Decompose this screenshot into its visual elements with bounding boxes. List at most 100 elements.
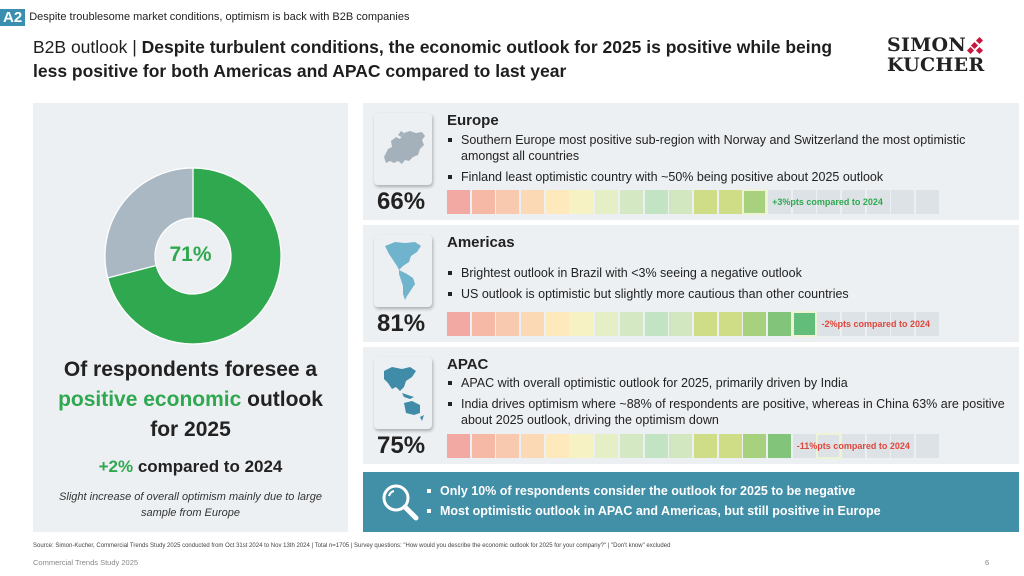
delta-value: +2% bbox=[98, 457, 134, 476]
region-card-europe: Europe Southern Europe most positive sub… bbox=[363, 103, 1019, 220]
filled-segment bbox=[669, 434, 693, 458]
empty-segment bbox=[866, 434, 890, 458]
empty-segment bbox=[842, 434, 865, 458]
filled-segment bbox=[718, 434, 742, 458]
logo-line-2: KUCHER bbox=[887, 54, 985, 76]
filled-segment bbox=[471, 434, 495, 458]
filled-segment bbox=[619, 434, 643, 458]
bullet-item: Southern Europe most positive sub-region… bbox=[447, 132, 1007, 164]
filled-segment bbox=[619, 312, 643, 336]
region-percent: 75% bbox=[377, 432, 426, 459]
region-bullets: APAC with overall optimistic outlook for… bbox=[447, 375, 1007, 433]
empty-segment bbox=[891, 312, 915, 336]
bullet-item: Brightest outlook in Brazil with <3% see… bbox=[447, 265, 1007, 281]
filled-segment bbox=[545, 190, 569, 214]
filled-segment bbox=[644, 312, 668, 336]
bullet-item: Finland least optimistic country with ~5… bbox=[447, 169, 1007, 185]
page-number: 6 bbox=[985, 558, 990, 567]
outlook-segment-bar bbox=[447, 311, 941, 337]
empty-segment bbox=[891, 190, 915, 214]
filled-segment bbox=[693, 312, 717, 336]
filled-segment bbox=[693, 190, 717, 214]
overview-panel: 71% Of respondents foresee a positive ec… bbox=[33, 103, 348, 532]
region-name: APAC bbox=[447, 356, 489, 373]
region-card-apac: APAC APAC with overall optimistic outloo… bbox=[363, 347, 1019, 464]
filled-segment bbox=[767, 312, 791, 336]
headline-line-1: Of respondents foresee a bbox=[63, 358, 318, 381]
filled-segment bbox=[595, 190, 619, 214]
empty-segment bbox=[817, 312, 841, 336]
empty-segment bbox=[866, 312, 890, 336]
key-insight-box: Only 10% of respondents consider the out… bbox=[363, 472, 1019, 532]
filled-segment bbox=[718, 312, 742, 336]
filled-segment bbox=[447, 312, 470, 336]
empty-segment bbox=[916, 312, 940, 336]
empty-segment bbox=[767, 190, 791, 214]
change-vs-2024: -11%pts compared to 2024 bbox=[796, 441, 910, 451]
filled-segment bbox=[742, 189, 768, 215]
headline-line-2: positive economic outlook bbox=[33, 385, 348, 415]
region-name: Europe bbox=[447, 112, 499, 129]
overview-note: Slight increase of overall optimism main… bbox=[59, 491, 322, 519]
logo-line-1: SIMON bbox=[887, 34, 967, 56]
bullet-item: US outlook is optimistic but slightly mo… bbox=[447, 286, 1007, 302]
filled-segment bbox=[743, 312, 767, 336]
filled-segment bbox=[595, 312, 619, 336]
overview-headline: Of respondents foresee a positive econom… bbox=[33, 355, 348, 445]
europe-map-icon bbox=[374, 113, 432, 185]
filled-segment bbox=[791, 311, 817, 337]
filled-segment bbox=[496, 312, 520, 336]
region-percent: 66% bbox=[377, 188, 426, 215]
filled-segment bbox=[644, 190, 668, 214]
insight-item: Only 10% of respondents consider the out… bbox=[426, 483, 881, 499]
overview-delta: +2% compared to 2024 bbox=[33, 457, 348, 477]
page-title: B2B outlook | Despite turbulent conditio… bbox=[33, 35, 853, 83]
filled-segment bbox=[521, 434, 545, 458]
empty-segment bbox=[792, 190, 816, 214]
empty-segment bbox=[817, 190, 841, 214]
filled-segment bbox=[644, 434, 668, 458]
filled-segment bbox=[570, 312, 594, 336]
section-badge: A2 bbox=[0, 8, 26, 26]
section-subtitle: Despite troublesome market conditions, o… bbox=[29, 11, 410, 23]
headline-line-3: for 2025 bbox=[150, 418, 231, 441]
bullet-item: APAC with overall optimistic outlook for… bbox=[447, 375, 1007, 391]
change-vs-2024: -2%pts compared to 2024 bbox=[821, 319, 931, 329]
filled-segment bbox=[447, 190, 470, 214]
donut-slice-not-positive bbox=[104, 167, 194, 279]
outlook-segment-bar bbox=[447, 433, 941, 459]
empty-segment bbox=[842, 190, 865, 214]
insight-bullets: Only 10% of respondents consider the out… bbox=[426, 483, 881, 523]
empty-segment bbox=[842, 312, 865, 336]
empty-segment bbox=[816, 433, 842, 459]
filled-segment bbox=[669, 312, 693, 336]
filled-segment bbox=[521, 190, 545, 214]
filled-segment bbox=[471, 190, 495, 214]
filled-segment bbox=[767, 434, 791, 458]
change-vs-2024: +3%pts compared to 2024 bbox=[772, 197, 883, 207]
section-tag: A2 Despite troublesome market conditions… bbox=[0, 8, 410, 26]
empty-segment bbox=[792, 434, 816, 458]
filled-segment bbox=[496, 190, 520, 214]
empty-segment bbox=[891, 434, 915, 458]
filled-segment bbox=[496, 434, 520, 458]
region-percent: 81% bbox=[377, 310, 426, 337]
apac-map-icon bbox=[374, 357, 432, 429]
filled-segment bbox=[693, 434, 717, 458]
region-card-americas: Americas Brightest outlook in Brazil wit… bbox=[363, 225, 1019, 342]
insight-item: Most optimistic outlook in APAC and Amer… bbox=[426, 503, 881, 519]
americas-map-icon bbox=[374, 235, 432, 307]
region-name: Americas bbox=[447, 234, 515, 251]
footer-title: Commercial Trends Study 2025 bbox=[33, 558, 139, 567]
filled-segment bbox=[619, 190, 643, 214]
filled-segment bbox=[595, 434, 619, 458]
title-prefix: B2B outlook | bbox=[33, 37, 142, 57]
filled-segment bbox=[545, 312, 569, 336]
filled-segment bbox=[570, 190, 594, 214]
filled-segment bbox=[669, 190, 693, 214]
filled-segment bbox=[743, 434, 767, 458]
delta-label: compared to 2024 bbox=[133, 457, 283, 476]
filled-segment bbox=[521, 312, 545, 336]
filled-segment bbox=[471, 312, 495, 336]
filled-segment bbox=[718, 190, 742, 214]
